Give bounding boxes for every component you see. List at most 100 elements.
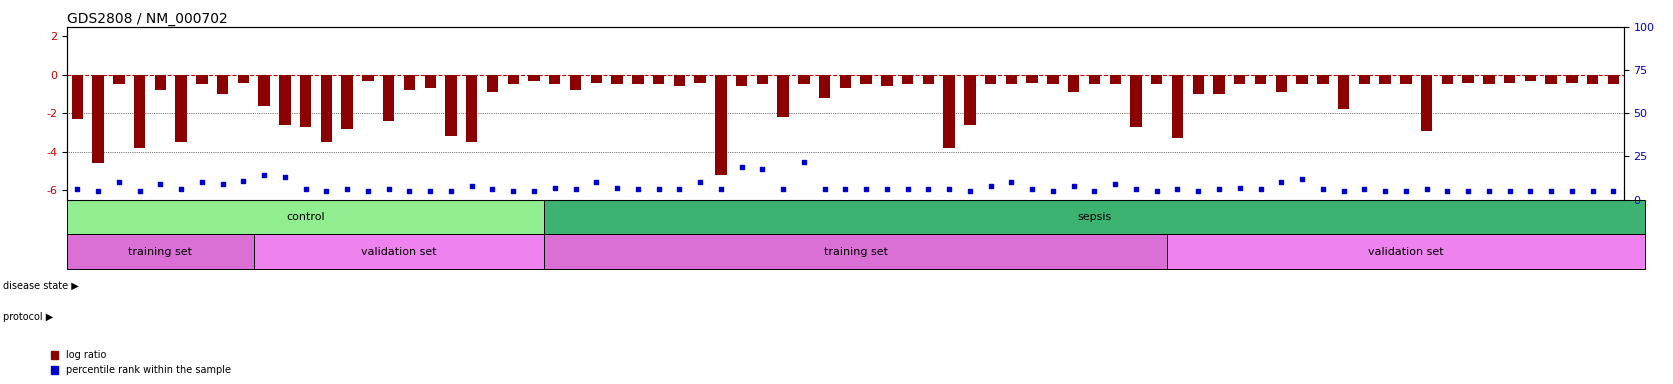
Point (562, 186, 589, 192)
Text: training set: training set (129, 247, 192, 257)
Bar (67, 234, 254, 269)
Bar (1482, 75, 1494, 84)
Bar (1399, 75, 1410, 84)
Bar (944, 75, 954, 148)
Bar (964, 75, 975, 125)
Point (644, 186, 671, 192)
Point (1537, 188, 1564, 194)
Point (997, 179, 1024, 185)
Point (355, 188, 381, 194)
Point (893, 186, 920, 192)
Bar (1067, 75, 1079, 92)
Bar (1213, 75, 1225, 94)
Text: control: control (286, 212, 325, 222)
Point (1163, 186, 1190, 192)
Point (582, 179, 609, 185)
Bar (1462, 75, 1472, 83)
Bar (1295, 75, 1307, 84)
Bar (1358, 75, 1369, 84)
Bar (652, 75, 664, 84)
Text: protocol ▶: protocol ▶ (3, 312, 54, 322)
Point (125, 188, 152, 194)
Point (873, 186, 900, 192)
Bar (1544, 75, 1556, 84)
Bar (840, 75, 850, 88)
Point (1496, 188, 1522, 194)
Point (1392, 188, 1419, 194)
Point (397, 188, 423, 194)
Point (1350, 186, 1377, 192)
Bar (1087, 75, 1099, 84)
Bar (383, 75, 395, 121)
Bar (529, 75, 539, 81)
Bar (591, 75, 602, 83)
Point (1578, 188, 1604, 194)
Bar (67, 200, 544, 234)
Point (1266, 179, 1293, 185)
Bar (1129, 75, 1141, 127)
Bar (736, 75, 746, 86)
Point (105, 179, 132, 185)
Point (770, 186, 796, 192)
Bar (321, 75, 331, 142)
Point (624, 186, 651, 192)
Point (790, 159, 816, 165)
Bar (1566, 75, 1576, 83)
Bar (1026, 75, 1037, 83)
Bar (134, 75, 146, 148)
Bar (487, 75, 499, 92)
Text: GDS2808 / NM_000702: GDS2808 / NM_000702 (67, 12, 228, 26)
Text: validation set: validation set (361, 247, 437, 257)
Bar (1317, 75, 1328, 84)
Point (417, 188, 443, 194)
Point (1123, 186, 1149, 192)
Bar (1275, 75, 1287, 92)
Point (708, 186, 734, 192)
Bar (507, 75, 519, 84)
Bar (544, 234, 1166, 269)
Bar (632, 75, 642, 84)
Point (85, 188, 112, 194)
Point (831, 186, 858, 192)
Bar (176, 75, 187, 142)
Bar (1109, 75, 1121, 84)
Legend: log ratio, percentile rank within the sample: log ratio, percentile rank within the sa… (47, 346, 234, 379)
Bar (1191, 75, 1203, 94)
Bar (299, 75, 311, 127)
Point (313, 188, 340, 194)
Bar (1171, 75, 1183, 138)
Bar (1502, 75, 1514, 83)
Point (1246, 186, 1273, 192)
Point (520, 188, 547, 194)
Bar (217, 75, 228, 94)
Point (458, 183, 485, 189)
Bar (1440, 75, 1452, 84)
Point (1184, 188, 1211, 194)
Point (1059, 183, 1086, 189)
Point (1434, 188, 1461, 194)
Point (1205, 186, 1231, 192)
Bar (254, 234, 544, 269)
Bar (361, 75, 373, 81)
Point (271, 174, 298, 180)
Point (437, 188, 463, 194)
Point (977, 183, 1004, 189)
Point (811, 186, 838, 192)
Bar (341, 75, 353, 129)
Point (500, 188, 527, 194)
Bar (403, 75, 415, 90)
Bar (1233, 75, 1245, 84)
Bar (114, 75, 124, 84)
Bar (818, 75, 830, 98)
Point (540, 185, 567, 191)
Point (64, 186, 90, 192)
Bar (445, 75, 457, 136)
Point (147, 181, 174, 187)
Bar (258, 75, 269, 106)
Point (1226, 185, 1253, 191)
Bar (1005, 75, 1017, 84)
Point (229, 177, 256, 184)
Bar (1255, 75, 1265, 84)
Bar (756, 75, 768, 84)
Point (375, 186, 402, 192)
